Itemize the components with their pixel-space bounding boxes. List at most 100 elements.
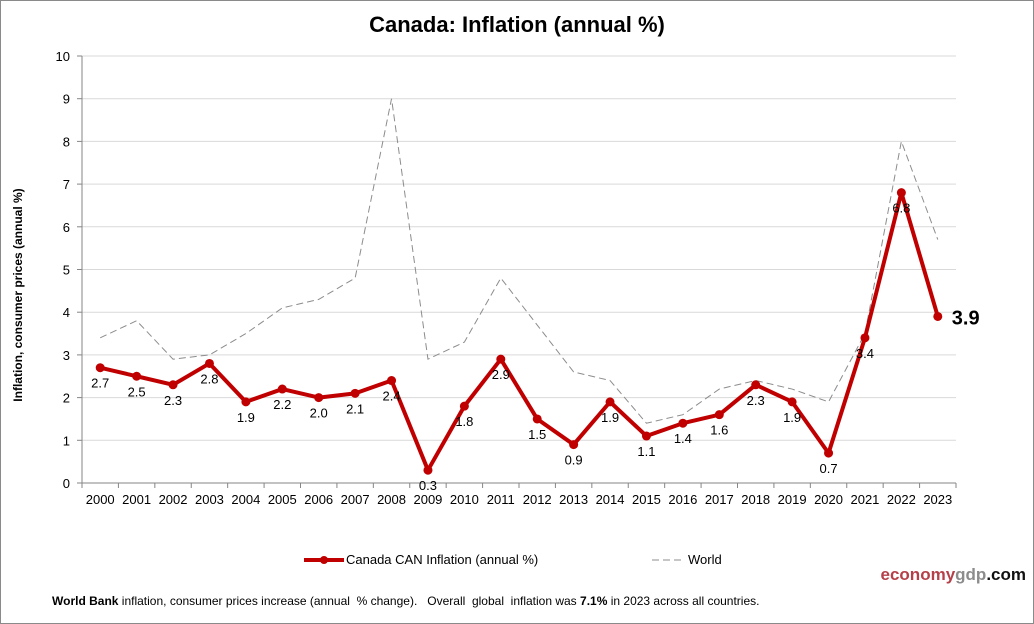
canada-point	[277, 384, 287, 394]
canada-point	[641, 431, 651, 441]
data-label: 2.8	[200, 371, 218, 386]
data-label: 1.4	[674, 431, 692, 446]
data-label: 0.9	[565, 453, 583, 468]
data-label: 1.5	[528, 427, 546, 442]
data-label: 2.3	[747, 393, 765, 408]
data-label: 2.2	[273, 397, 291, 412]
last-value-label: 3.9	[952, 307, 980, 329]
x-tick-label: 2021	[850, 492, 879, 507]
x-tick-label: 2016	[668, 492, 697, 507]
canada-point	[532, 414, 542, 424]
y-tick-label: 5	[63, 263, 70, 278]
canada-point	[714, 410, 724, 420]
brand-part-economy: economy	[880, 565, 956, 584]
x-tick-label: 2003	[195, 492, 224, 507]
x-tick-label: 2017	[705, 492, 734, 507]
canada-point	[860, 333, 870, 343]
data-label: 0.7	[820, 461, 838, 476]
data-label: 2.5	[128, 384, 146, 399]
chart-title: Canada: Inflation (annual %)	[369, 12, 665, 37]
canada-point	[423, 465, 433, 475]
x-tick-label: 2008	[377, 492, 406, 507]
legend-item-world[interactable]: World	[652, 552, 722, 567]
canada-point	[933, 311, 943, 321]
data-label: 3.4	[856, 346, 874, 361]
canada-line	[99, 190, 940, 473]
footer-text-2: in 2023 across all countries.	[607, 594, 760, 608]
canada-point	[824, 448, 834, 458]
data-label: 1.9	[237, 410, 255, 425]
y-tick-label: 1	[63, 433, 70, 448]
canada-point	[132, 371, 142, 381]
canada-point	[204, 358, 214, 368]
footer-global-value: 7.1%	[580, 594, 608, 608]
x-tick-label: 2022	[887, 492, 916, 507]
data-labels: 2.7 2.5 2.3 2.8 1.9 2.2 2.0 2.1 2.4 0.3 1.8 2.9 1.5 0…	[91, 201, 979, 494]
data-label: 1.9	[783, 410, 801, 425]
y-tick-label: 7	[63, 177, 70, 192]
x-tick-label: 2019	[778, 492, 807, 507]
y-tick-label: 6	[63, 220, 70, 235]
data-label: 1.9	[601, 410, 619, 425]
data-label: 1.6	[710, 423, 728, 438]
x-tick-label: 2018	[741, 492, 770, 507]
canada-point	[896, 188, 906, 198]
x-tick-label: 2013	[559, 492, 588, 507]
canada-point	[459, 401, 469, 411]
data-label: 2.9	[492, 367, 510, 382]
canada-point	[787, 397, 797, 407]
y-tick-labels: 0 1 2 3 4 5 6 7 8 9 10	[56, 49, 70, 491]
data-label: 0.3	[419, 478, 437, 493]
canada-point	[496, 354, 506, 364]
x-tick-label: 2015	[632, 492, 661, 507]
gridlines	[82, 55, 956, 441]
canada-point	[569, 440, 579, 450]
canada-point	[168, 380, 178, 390]
brand-part-com: .com	[986, 565, 1026, 584]
x-tick-label: 2010	[450, 492, 479, 507]
legend-world-label: World	[688, 552, 722, 567]
x-tick-label: 2004	[231, 492, 260, 507]
data-label: 2.1	[346, 401, 364, 416]
legend-world-symbol	[652, 559, 682, 560]
brand-part-gdp: gdp	[955, 565, 987, 584]
x-tick-label: 2011	[487, 492, 515, 507]
data-label: 1.1	[637, 444, 655, 459]
x-tick-label: 2001	[122, 492, 151, 507]
x-tick-label: 2007	[341, 492, 370, 507]
canada-point	[751, 380, 761, 390]
data-label: 2.7	[91, 376, 109, 391]
x-tick-label: 2009	[413, 492, 442, 507]
axes	[77, 55, 957, 488]
canada-series	[95, 188, 943, 475]
y-tick-label: 3	[63, 348, 70, 363]
footer-source: World Bank	[52, 594, 119, 608]
data-label: 2.4	[383, 389, 401, 404]
brand-logo[interactable]: economygdp.com	[881, 565, 1026, 585]
canada-point	[241, 397, 251, 407]
canada-point	[605, 397, 615, 407]
x-tick-label: 2005	[268, 492, 297, 507]
data-label: 1.8	[455, 414, 473, 429]
x-tick-label: 2020	[814, 492, 843, 507]
x-tick-label: 2012	[523, 492, 552, 507]
y-tick-label: 2	[63, 391, 70, 406]
canada-point	[350, 388, 360, 398]
x-tick-label: 2006	[304, 492, 333, 507]
x-tick-label: 2023	[923, 492, 952, 507]
data-label: 6.8	[892, 201, 910, 216]
canada-point	[314, 393, 324, 403]
y-tick-label: 4	[63, 305, 70, 320]
y-tick-label: 0	[63, 476, 70, 491]
y-tick-label: 9	[63, 92, 70, 107]
data-label: 2.0	[310, 406, 328, 421]
legend-canada-symbol	[304, 555, 344, 564]
x-tick-label: 2014	[596, 492, 625, 507]
world-line	[99, 98, 939, 424]
canada-point	[678, 418, 688, 428]
legend-item-canada[interactable]: Canada CAN Inflation (annual %)	[304, 552, 538, 567]
footer-text-1: inflation, consumer prices increase (ann…	[118, 594, 581, 608]
x-tick-label: 2002	[159, 492, 188, 507]
y-tick-label: 8	[63, 134, 70, 149]
